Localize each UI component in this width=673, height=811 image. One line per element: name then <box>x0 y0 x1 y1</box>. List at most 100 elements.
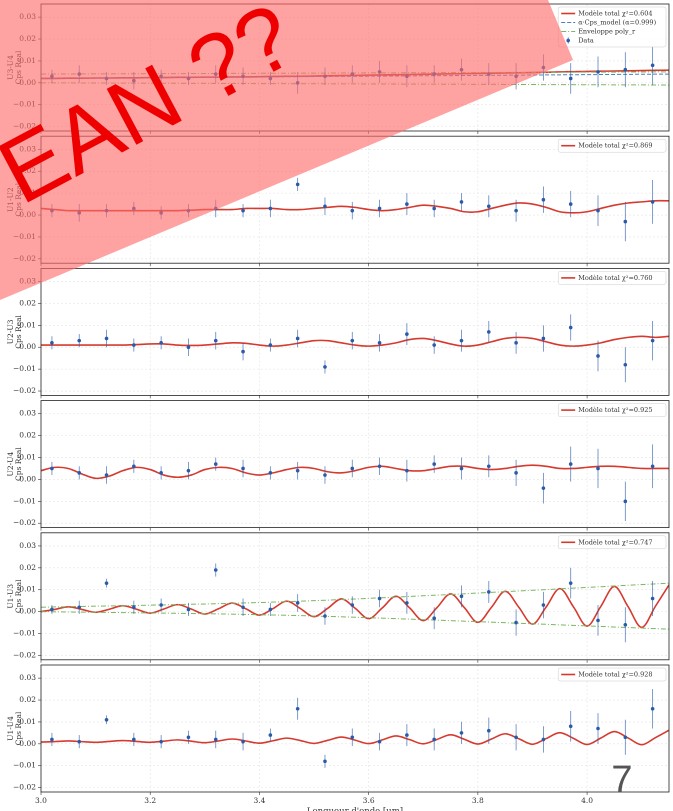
panel: −0.02 −0.01 0.00 0.01 0.02 0.03 3.0 3.2 3.4 3.6 3.… <box>6 664 670 811</box>
data-point <box>623 219 628 224</box>
data-point <box>213 568 218 572</box>
y-tick-label: −0.02 <box>13 518 36 527</box>
y-axis-label: Cps Real <box>14 579 23 613</box>
model-line <box>41 335 669 347</box>
legend-box <box>557 535 667 550</box>
y-tick-label: 0.02 <box>19 431 36 440</box>
y-tick-label: 0.01 <box>19 320 36 329</box>
data-point <box>486 204 491 209</box>
x-tick-label: 3.0 <box>35 796 47 805</box>
legend-box <box>557 667 667 682</box>
y-axis-label: U1-U3 <box>6 584 15 609</box>
data-point <box>295 468 300 473</box>
plot-area <box>41 400 669 528</box>
data-point <box>623 362 628 367</box>
data-point <box>132 737 136 742</box>
data-point <box>596 208 600 213</box>
data-point <box>650 338 655 343</box>
data-point <box>268 607 273 612</box>
legend-label: Modèle total χ²=0.869 <box>578 142 652 150</box>
data-point <box>104 473 109 477</box>
panel: −0.02 −0.01 0.00 0.01 0.02 0.03 U2-U4 Cps Real M… <box>6 400 670 531</box>
data-point <box>323 614 327 618</box>
data-point <box>623 735 628 740</box>
y-tick-label: 0.00 <box>19 474 36 483</box>
data-point <box>405 468 409 473</box>
data-point <box>459 338 464 343</box>
data-point <box>486 330 491 334</box>
plot-content <box>41 314 669 383</box>
y-tick-label: 0.03 <box>19 409 36 418</box>
data-point <box>50 466 54 471</box>
data-point <box>596 466 600 471</box>
y-tick-label: 0.00 <box>19 607 36 616</box>
data-point <box>541 603 546 607</box>
data-point <box>405 332 409 336</box>
data-point <box>514 471 518 475</box>
data-point <box>377 596 382 601</box>
y-axis-label: U2-U3 <box>6 319 15 344</box>
data-point <box>568 462 573 466</box>
x-tick-label: 4.0 <box>581 796 593 805</box>
data-point <box>650 464 655 469</box>
data-point <box>350 603 355 607</box>
data-point <box>377 341 382 345</box>
data-point <box>432 737 436 742</box>
data-point <box>514 208 518 213</box>
model-line <box>41 729 669 746</box>
data-point <box>623 499 628 504</box>
data-point <box>104 717 109 722</box>
data-point <box>350 466 355 471</box>
plot-area <box>41 532 669 660</box>
data-point <box>132 464 136 469</box>
data-point <box>241 605 245 610</box>
data-point <box>514 620 518 625</box>
legend-box <box>557 271 667 285</box>
data-point <box>186 735 191 740</box>
envelope-line <box>41 582 669 608</box>
data-point <box>50 737 54 742</box>
data-point <box>486 590 491 594</box>
data-point <box>241 349 245 354</box>
model-line <box>41 584 669 629</box>
data-point <box>132 343 136 347</box>
data-point <box>377 464 382 469</box>
data-point <box>241 739 245 744</box>
plot-content <box>41 689 669 768</box>
plot-area <box>41 665 669 792</box>
data-point <box>241 466 245 471</box>
y-axis-label: U2-U4 <box>6 452 15 477</box>
y-tick-label: −0.01 <box>13 496 36 505</box>
data-point <box>295 182 300 187</box>
data-point <box>432 343 436 347</box>
data-point <box>541 336 546 341</box>
data-point <box>159 471 163 475</box>
y-tick-label: 0.01 <box>19 717 36 726</box>
data-point <box>77 338 82 343</box>
data-point <box>268 343 273 347</box>
plot-area <box>41 268 669 396</box>
data-point <box>650 596 655 601</box>
data-point <box>459 731 464 735</box>
y-axis-label: Cps Real <box>14 314 23 348</box>
data-point <box>159 603 163 607</box>
data-point <box>295 706 300 711</box>
data-point <box>213 462 218 466</box>
legend-label: Modèle total χ²=0.928 <box>578 671 652 679</box>
data-point <box>323 204 327 209</box>
data-point <box>350 338 355 343</box>
x-tick-label: 3.8 <box>472 796 484 805</box>
plot-frame <box>40 664 670 793</box>
plot-frame <box>40 400 670 529</box>
legend-label: α·Cps_model (α=0.999) <box>578 19 656 27</box>
y-tick-label: −0.02 <box>13 386 36 395</box>
data-point <box>568 724 573 729</box>
legend-label: Modèle total χ²=0.925 <box>578 406 652 414</box>
y-axis-label: U1-U4 <box>6 716 15 741</box>
x-tick-label: 3.6 <box>363 796 375 805</box>
y-tick-label: 0.03 <box>19 673 36 682</box>
legend-box <box>557 403 667 417</box>
page-number: 7 <box>611 759 632 801</box>
data-point <box>623 67 628 72</box>
